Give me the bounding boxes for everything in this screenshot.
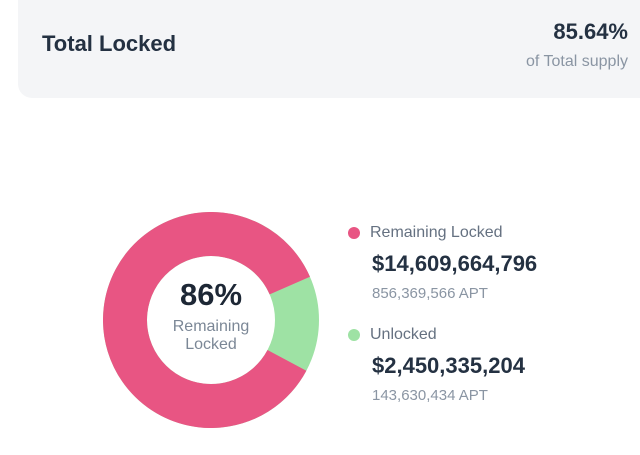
- remaining-locked-apt: 856,369,566 APT: [372, 285, 488, 302]
- remaining-locked-caption: Remaining Locked: [173, 318, 249, 354]
- legend-head-unlocked: Unlocked: [348, 325, 628, 345]
- legend-item-unlocked: Unlocked $2,450,335,204 143,630,434 APT: [348, 325, 628, 405]
- remaining-caption-line-1: Remaining: [172, 317, 250, 335]
- green-dot-icon: [348, 329, 360, 341]
- summary-title: Total Locked: [42, 31, 177, 56]
- total-supply-caption: of Total supply: [526, 53, 628, 70]
- total-locked-percent: 85.64%: [553, 19, 628, 44]
- pink-dot-icon: [348, 227, 360, 239]
- donut-center-label: 86% Remaining Locked: [103, 212, 319, 428]
- remaining-locked-label: Remaining Locked: [370, 224, 503, 241]
- unlocked-value: $2,450,335,204: [372, 353, 525, 378]
- summary-card: [18, 0, 640, 98]
- legend-head-remaining-locked: Remaining Locked: [348, 223, 628, 243]
- locked-donut-chart: 86% Remaining Locked: [103, 212, 319, 428]
- donut-svg: [103, 212, 319, 428]
- unlocked-apt: 143,630,434 APT: [372, 387, 488, 404]
- unlocked-label: Unlocked: [370, 326, 437, 343]
- remaining-locked-value: $14,609,664,796: [372, 251, 538, 276]
- remaining-caption-line-2: Locked: [185, 335, 237, 353]
- remaining-locked-percent: 86%: [179, 276, 243, 312]
- legend-item-remaining-locked: Remaining Locked $14,609,664,796 856,369…: [348, 223, 628, 303]
